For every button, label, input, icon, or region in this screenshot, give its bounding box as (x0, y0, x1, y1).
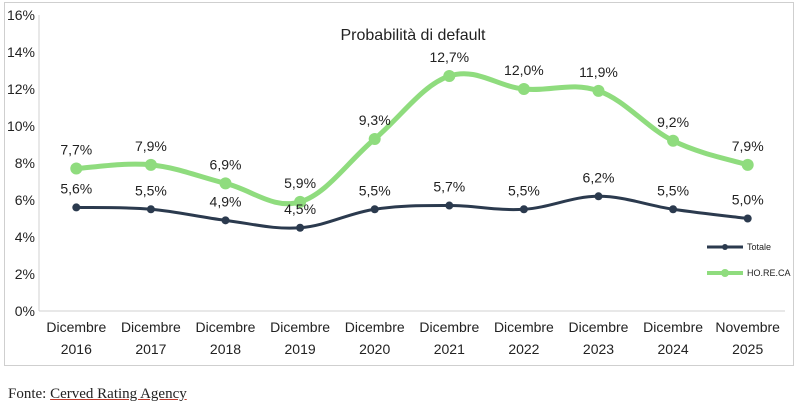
data-point-ho-re-ca (592, 84, 605, 97)
x-tick-label: Dicembre (494, 319, 554, 335)
source-prefix: Fonte: (8, 386, 51, 402)
x-tick-label: 2023 (583, 341, 614, 357)
data-point-totale (370, 205, 379, 214)
data-point-ho-re-ca (741, 158, 754, 171)
x-tick-label: Dicembre (569, 319, 629, 335)
series-line-ho-re-ca (73, 71, 751, 207)
data-label-totale: 5,5% (135, 182, 167, 198)
y-tick-label: 0% (15, 303, 35, 319)
x-tick-label: 2018 (210, 341, 241, 357)
data-point-ho-re-ca (368, 132, 381, 145)
x-tick-label: Dicembre (643, 319, 703, 335)
data-label-totale: 5,5% (508, 182, 540, 198)
data-point-totale (594, 192, 603, 201)
legend-label-totale: Totale (747, 242, 771, 252)
data-label-ho-re-ca: 9,3% (359, 112, 391, 128)
chart-frame: 0% 2% 4% 6% 8% 10% 12% 14% 16% Dicembre 2016 Dicemb… (4, 2, 794, 366)
x-tick-label: 2020 (359, 341, 390, 357)
y-tick-label: 2% (15, 266, 35, 282)
data-point-totale (296, 223, 305, 232)
y-tick-label: 10% (7, 118, 35, 134)
legend-marker-ho-re-ca (721, 269, 729, 277)
chart-title: Probabilità di default (341, 27, 487, 44)
data-label-ho-re-ca: 7,9% (732, 138, 764, 154)
data-label-totale: 4,9% (210, 193, 242, 209)
y-tick-label: 6% (15, 192, 35, 208)
data-point-ho-re-ca (219, 177, 232, 190)
data-label-totale: 6,2% (583, 169, 615, 185)
data-label-ho-re-ca: 6,9% (210, 156, 242, 172)
y-tick-label: 12% (7, 81, 35, 97)
data-label-ho-re-ca: 7,7% (60, 142, 92, 158)
x-tick-label: 2016 (61, 341, 92, 357)
x-tick-label: 2019 (285, 341, 316, 357)
data-point-totale (519, 205, 528, 214)
x-tick-label: Dicembre (419, 319, 479, 335)
data-point-ho-re-ca (294, 195, 307, 208)
x-tick-label: Dicembre (345, 319, 405, 335)
data-point-totale (72, 203, 81, 212)
x-tick-label: 2024 (658, 341, 689, 357)
x-tick-label: 2022 (508, 341, 539, 357)
x-tick-label: Dicembre (196, 319, 256, 335)
y-tick-label: 14% (7, 44, 35, 60)
legend-label-ho-re-ca: HO.RE.CA (747, 268, 791, 278)
data-point-ho-re-ca (144, 158, 157, 171)
data-label-totale: 5,0% (732, 192, 764, 208)
data-label-ho-re-ca: 11,9% (579, 64, 618, 80)
legend-marker-totale (722, 244, 728, 250)
data-point-ho-re-ca (517, 83, 530, 95)
data-point-totale (743, 214, 752, 223)
x-tick-label: Novembre (715, 319, 780, 335)
data-label-ho-re-ca: 9,2% (657, 114, 689, 130)
x-tick-label: 2025 (732, 341, 763, 357)
x-tick-label: 2021 (434, 341, 465, 357)
y-tick-label: 4% (15, 229, 35, 245)
chart-svg: 0% 2% 4% 6% 8% 10% 12% 14% 16% Dicembre 2016 Dicemb… (7, 7, 791, 357)
data-label-ho-re-ca: 5,9% (284, 175, 316, 191)
data-label-ho-re-ca: 12,0% (504, 62, 544, 78)
data-point-ho-re-ca (443, 70, 456, 83)
source-line: Fonte: Cerved Rating Agency (8, 386, 187, 403)
y-tick-label: 16% (7, 7, 35, 23)
y-tick-label: 8% (15, 155, 35, 171)
x-tick-label: 2017 (135, 341, 166, 357)
data-point-ho-re-ca (667, 134, 680, 147)
data-point-ho-re-ca (70, 162, 83, 175)
series-line-totale (74, 194, 750, 230)
data-label-ho-re-ca: 12,7% (429, 49, 469, 65)
data-label-totale: 5,6% (60, 180, 92, 196)
data-label-ho-re-ca: 7,9% (135, 138, 167, 154)
data-point-totale (221, 216, 230, 225)
data-point-totale (146, 205, 155, 214)
data-label-totale: 4,5% (284, 201, 316, 217)
x-tick-label: Dicembre (121, 319, 181, 335)
data-label-totale: 5,5% (359, 182, 391, 198)
data-label-totale: 5,7% (433, 179, 465, 195)
x-tick-label: Dicembre (270, 319, 330, 335)
source-link[interactable]: Cerved Rating Agency (50, 386, 187, 402)
data-point-totale (445, 201, 454, 210)
data-label-totale: 5,5% (657, 182, 689, 198)
data-point-totale (669, 205, 678, 214)
x-tick-label: Dicembre (46, 319, 106, 335)
